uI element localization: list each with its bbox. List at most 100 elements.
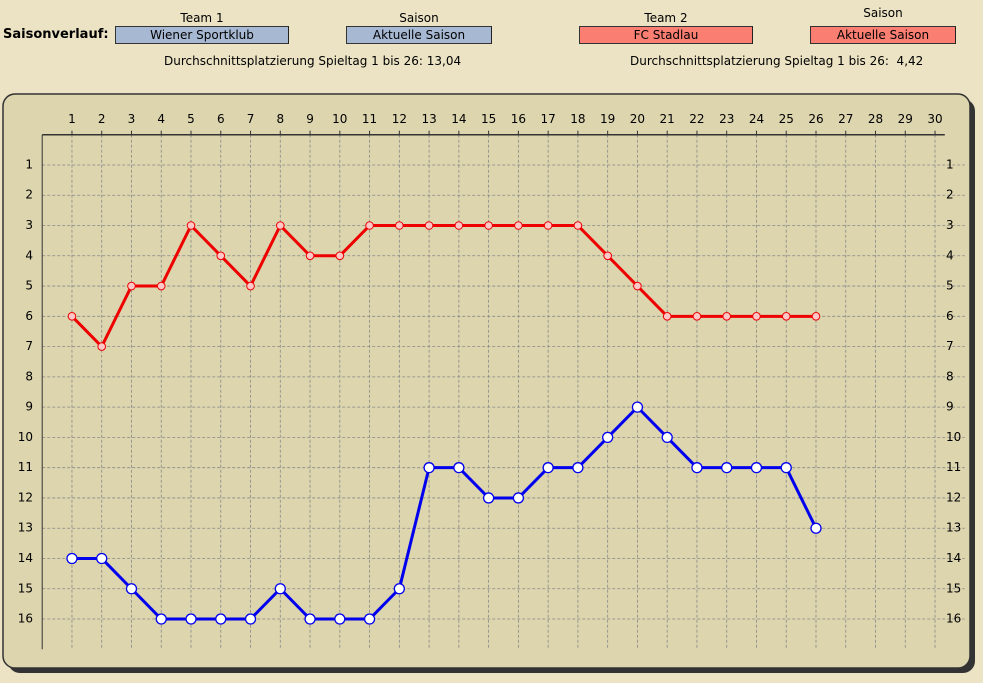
point [573,221,583,230]
point [305,251,315,261]
x-tick-label: 21 [660,112,675,126]
point [662,312,672,321]
y-tick-label: 7 [25,339,33,353]
point [453,462,465,474]
x-tick-label: 1 [68,112,76,126]
point [721,462,733,474]
team2-label: Team 2 [644,11,688,25]
y-tick-label: 15 [18,581,33,595]
team1-label: Team 1 [180,11,224,25]
y-tick-label-right: 13 [946,521,961,535]
point [750,462,763,474]
point [274,583,286,595]
y-tick-label-right: 9 [946,400,954,414]
point [512,492,525,504]
y-tick-label-right: 4 [946,248,954,262]
x-tick-label: 13 [421,112,436,126]
team1-select[interactable]: Wiener Sportklub [115,26,289,44]
y-tick-label: 8 [25,369,33,383]
y-tick-label: 2 [25,188,33,202]
x-tick-label: 16 [511,112,526,126]
y-tick-label-right: 10 [946,430,961,444]
point [424,221,434,230]
point [97,342,107,351]
point [810,522,822,534]
team2-select[interactable]: FC Stadlau [579,26,753,44]
point [304,613,316,625]
point [186,221,196,230]
point [542,462,554,474]
y-tick-label-right: 2 [946,188,954,202]
average1: Durchschnittsplatzierung Spieltag 1 bis … [164,54,462,68]
x-tick-label: 8 [276,112,284,126]
y-tick-label-right: 5 [946,279,954,293]
point [780,462,792,474]
y-tick-label: 14 [18,551,33,565]
y-tick-label: 11 [18,460,33,474]
point [811,312,821,321]
y-tick-label: 3 [25,218,33,232]
point [363,613,376,625]
y-tick-label-right: 6 [946,309,954,323]
point [692,312,702,321]
x-tick-label: 30 [927,112,942,126]
x-tick-label: 23 [719,112,734,126]
x-tick-label: 22 [689,112,704,126]
point [602,431,614,444]
y-tick-label-right: 1 [946,157,954,171]
y-tick-label-right: 16 [946,612,961,626]
y-tick-label-right: 7 [946,339,954,353]
point [96,552,108,565]
point [631,401,644,413]
x-tick-label: 7 [247,112,255,126]
average2: Durchschnittsplatzierung Spieltag 1 bis … [630,54,924,68]
point [603,251,612,261]
point [454,221,464,230]
point [246,281,255,291]
section-label: Saisonverlauf: [3,27,109,42]
point [722,312,732,321]
x-tick-label: 3 [128,112,136,126]
x-tick-label: 20 [630,112,645,126]
x-tick-label: 28 [868,112,883,126]
point [67,312,77,321]
x-tick-label: 2 [98,112,106,126]
y-tick-label-right: 11 [946,460,961,474]
y-tick-label: 13 [18,521,33,535]
point [572,462,584,474]
series-line [70,224,816,349]
x-tick-label: 18 [570,112,585,126]
x-tick-label: 4 [157,112,165,126]
point [215,613,227,625]
x-tick-label: 10 [332,112,347,126]
y-tick-label: 10 [18,430,33,444]
point [482,492,495,504]
x-tick-label: 19 [600,112,615,126]
x-tick-label: 24 [749,112,764,126]
season2-select[interactable]: Aktuelle Saison [810,26,956,44]
point [125,583,138,595]
x-tick-label: 15 [481,112,496,126]
y-tick-label: 9 [25,400,33,414]
point [216,251,226,261]
point [514,221,523,230]
y-tick-label-right: 14 [946,551,961,565]
season1-label: Saison [399,11,439,25]
point [335,251,345,261]
y-tick-label-right: 3 [946,218,954,232]
season1-select[interactable]: Aktuelle Saison [346,26,492,44]
y-tick-label: 4 [25,248,33,262]
point [484,221,493,230]
x-tick-label: 6 [217,112,225,126]
point [244,613,257,625]
point [365,221,374,230]
point [66,552,78,565]
point [156,281,166,291]
x-tick-label: 26 [808,112,823,126]
chart-panel [2,93,971,669]
point [395,221,404,230]
point [661,431,673,444]
season2-label: Saison [863,6,903,20]
